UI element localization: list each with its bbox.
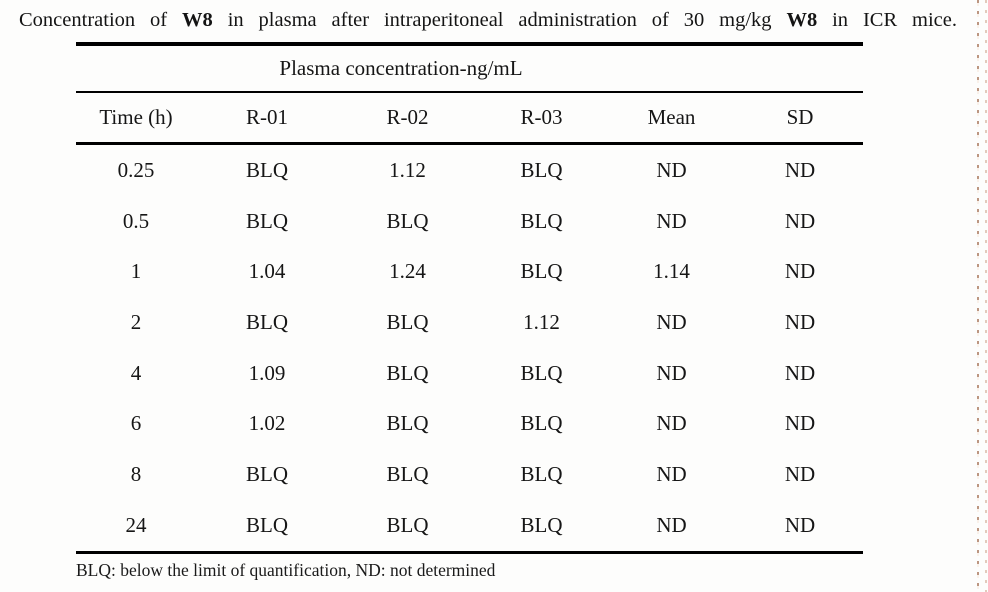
table-cell: ND (737, 499, 863, 554)
table-cell: 1.12 (523, 309, 560, 334)
table-cell: 1.02 (248, 411, 286, 436)
caption-text: Concentration of (19, 9, 183, 31)
table-cell: 1.12 (389, 157, 426, 182)
table-caption: Concentration of W8 in plasma after intr… (19, 7, 957, 34)
table-cell: ND (784, 309, 816, 334)
column-header-time: Time (h) (76, 92, 196, 145)
table-cell: 6 (130, 411, 142, 436)
table-cell: ND (656, 411, 687, 436)
table-cell: ND (656, 461, 687, 486)
table-cell: BLQ (520, 411, 563, 436)
table-cell: 1.24 (389, 259, 426, 284)
table-cell: BLQ (477, 499, 606, 554)
caption-text: in ICR mice. (817, 9, 957, 31)
table-cell: BLQ (246, 208, 288, 233)
group-header-spacer (606, 44, 737, 93)
table-header-row: Time (h) R-01 R-02 R-03 Mean SD (76, 92, 863, 145)
table-row: 1 1.04 1.24 BLQ 1.14 ND (76, 246, 863, 297)
table-cell: 0.5 (122, 208, 150, 233)
table-row: 2 BLQ BLQ 1.12 ND ND (76, 297, 863, 348)
table-cell: 1.04 (248, 259, 286, 284)
table-cell: BLQ (520, 259, 563, 284)
table-cell: 1 (130, 259, 142, 284)
table-cell: 8 (130, 461, 142, 486)
table-cell: BLQ (386, 360, 429, 385)
table-cell: ND (784, 360, 816, 385)
table-cell: ND (784, 259, 816, 284)
column-header-r03: R-03 (477, 92, 606, 145)
table-cell: ND (606, 499, 737, 554)
table-group-header-row: Plasma concentration-ng/mL (76, 44, 863, 93)
table-cell: 4 (130, 360, 142, 385)
table-cell: BLQ (246, 309, 288, 334)
table-body: 0.25 BLQ 1.12 BLQ ND ND 0.5 BLQ BLQ BLQ ND ND 1 1.04 1… (76, 144, 863, 554)
table-cell: ND (784, 411, 816, 436)
table-row: 6 1.02 BLQ BLQ ND ND (76, 398, 863, 449)
table-cell: ND (656, 309, 687, 334)
table-cell: BLQ (386, 411, 429, 436)
table-cell: BLQ (386, 208, 429, 233)
table-cell: ND (656, 157, 687, 182)
column-header-mean: Mean (606, 92, 737, 145)
table-cell: 1.09 (248, 360, 286, 385)
table-cell: BLQ (520, 461, 563, 486)
table-cell: 2 (130, 309, 142, 334)
table-cell: BLQ (520, 208, 563, 233)
table-cell: BLQ (246, 157, 288, 182)
table-cell: 1.14 (653, 259, 690, 284)
group-header-cell: Plasma concentration-ng/mL (196, 44, 606, 93)
table-cell: BLQ (520, 157, 563, 182)
table-cell: BLQ (520, 360, 563, 385)
page-boundary-dotted-line-outer (985, 0, 987, 592)
table-cell: BLQ (338, 499, 477, 554)
table-row: 0.25 BLQ 1.12 BLQ ND ND (76, 144, 863, 196)
column-header-r02: R-02 (338, 92, 477, 145)
compound-name-bold: W8 (786, 9, 818, 31)
table-row: 24 BLQ BLQ BLQ ND ND (76, 499, 863, 554)
table-row: 8 BLQ BLQ BLQ ND ND (76, 449, 863, 500)
group-header-spacer (737, 44, 863, 93)
table-cell: ND (784, 208, 816, 233)
compound-name-bold: W8 (182, 9, 213, 31)
table-footnote: BLQ: below the limit of quantification, … (76, 560, 496, 580)
table-cell: BLQ (386, 461, 429, 486)
column-header-r01: R-01 (196, 92, 338, 145)
table-cell: ND (784, 461, 816, 486)
plasma-concentration-table: Plasma concentration-ng/mL Time (h) R-01… (76, 42, 863, 554)
group-header-spacer (76, 44, 196, 93)
table-cell: 0.25 (117, 157, 155, 182)
table-cell: BLQ (246, 461, 288, 486)
table-cell: 24 (76, 499, 196, 554)
page-boundary-dotted-line-inner (977, 0, 979, 592)
table-cell: ND (784, 157, 816, 182)
table-row: 4 1.09 BLQ BLQ ND ND (76, 348, 863, 399)
table-cell: BLQ (196, 499, 338, 554)
caption-text: in plasma after intraperitoneal administ… (212, 9, 787, 31)
table-row: 0.5 BLQ BLQ BLQ ND ND (76, 196, 863, 247)
table-cell: ND (656, 208, 687, 233)
column-header-sd: SD (737, 92, 863, 145)
table-cell: ND (656, 360, 687, 385)
table-cell: BLQ (386, 309, 429, 334)
